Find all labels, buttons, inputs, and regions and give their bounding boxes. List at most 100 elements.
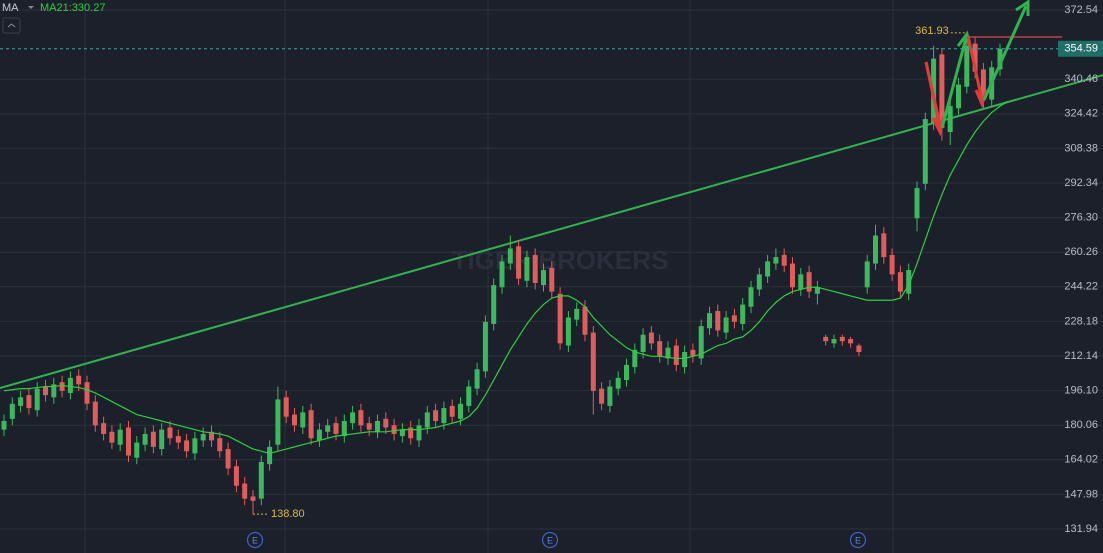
event-marker [541,531,559,549]
candle-body [92,401,98,426]
event-marker-label: E [252,535,258,545]
y-tick-label: 324.42 [1064,108,1098,120]
candle-body [873,235,878,264]
ma-line [3,100,1009,454]
event-marker-label: E [547,535,553,545]
candle-body [192,438,198,454]
y-tick-label: 212.14 [1064,350,1098,362]
candle-body [823,336,829,342]
candle-body [366,423,372,430]
candle-body [731,315,737,322]
candle-body [657,341,663,357]
candle-body [441,408,447,424]
candle-body [574,308,580,320]
candle-body [134,442,140,458]
candle-body [126,427,131,456]
green-arrow [982,0,1030,101]
candle-body [59,382,65,391]
collapse-button[interactable] [2,17,21,34]
candle-body [748,287,754,307]
candle-body [599,388,605,404]
candle-body [283,397,289,417]
y-tick-label: 372.54 [1064,4,1098,16]
candle-body [549,267,555,292]
candle-body [972,43,978,72]
candle-body [267,446,273,465]
candle-body [723,317,729,333]
candle-body [150,431,156,447]
candle-body [466,386,472,406]
event-marker-label: E [855,535,861,545]
candle-body [507,248,513,264]
event-marker [246,531,264,549]
candle-body [516,246,522,279]
candle-body [922,119,928,184]
legend: MA MA21:330.27 [2,2,105,34]
candle-body [258,461,264,499]
plot [0,9,1103,530]
y-tick-label: 228.18 [1064,315,1098,327]
candle-body [997,48,1003,70]
y-tick-label: 308.38 [1064,142,1098,154]
time-grid [84,0,894,553]
candle-body [590,332,596,391]
candle-body [756,274,762,290]
candle-body [707,313,712,329]
current-price-label: 354.59 [1064,43,1098,55]
candle-body [391,425,397,434]
candle-body [906,270,912,294]
candle-body [881,233,887,258]
candle-body [665,347,671,359]
candle-body [375,421,380,432]
candle-body [316,429,322,441]
candle-body [839,336,845,342]
y-tick-label: 131.94 [1064,523,1098,535]
candle-body [673,345,679,365]
high-label: 361.93 [915,25,949,37]
drawings [924,0,1062,137]
candle-body [200,433,206,441]
candle-body [632,349,638,368]
candle-body [308,410,314,439]
candle-body [358,410,364,426]
dropdown-icon[interactable] [28,6,34,9]
candle-body [897,272,903,292]
y-tick-label: 340.46 [1064,73,1098,85]
candle-body [76,375,82,385]
candle-body [43,386,48,396]
candle-body [541,270,546,286]
collapse-icon [7,23,16,28]
candle-body [790,263,795,288]
candle-body [491,285,497,324]
watermark: TIGER BROKERS [452,245,669,275]
low-label: 138.80 [271,508,305,520]
candle-body [980,69,986,98]
candle-body [947,106,953,132]
candle-body [682,351,688,368]
candle-body [806,272,812,292]
candle-body [864,261,870,288]
candle-body [175,436,181,443]
y-tick-label: 196.10 [1064,385,1098,397]
candle-body [109,431,115,443]
candle-body [209,431,214,441]
candle-body [383,418,389,428]
candle-body [225,449,231,469]
candle-body [350,412,356,424]
candle-body [648,332,654,344]
candle-body [142,433,148,445]
candle-body [341,421,347,437]
candle-body [773,257,779,264]
candle-body [565,317,571,346]
candle-body [300,412,306,428]
candle-body [167,427,173,439]
candle-body [690,349,696,357]
candle-body [433,410,439,422]
indicator-label[interactable]: MA [2,2,19,14]
candle-body [781,254,787,266]
candle-body [399,429,405,437]
candle-body [458,403,463,419]
candle-body [740,304,746,324]
candle-body [233,466,239,486]
current-price-box [1058,40,1103,57]
